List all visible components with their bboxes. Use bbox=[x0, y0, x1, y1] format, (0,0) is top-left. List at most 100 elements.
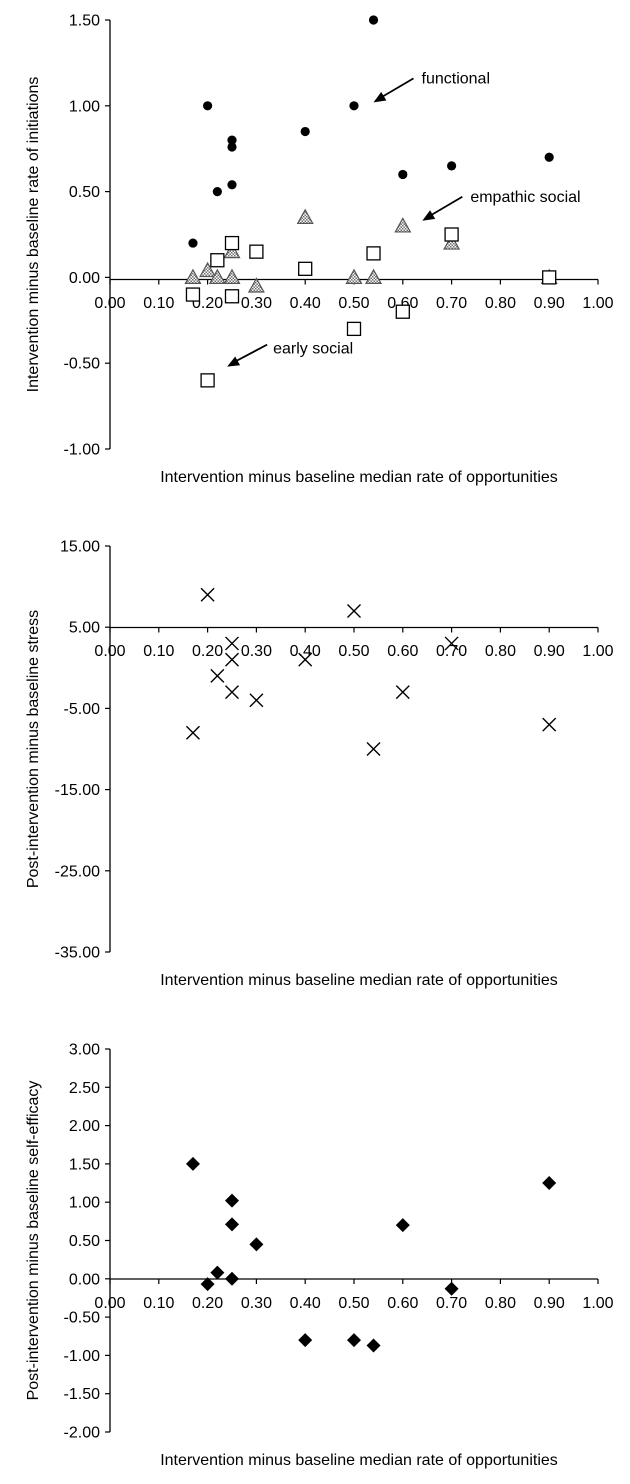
data-point-filled-diamond bbox=[225, 1193, 239, 1208]
data-point-filled-circle bbox=[227, 142, 237, 152]
data-point-hatched-triangle bbox=[208, 268, 226, 284]
x-tick-label: 1.00 bbox=[582, 1295, 613, 1312]
data-point-filled-circle bbox=[227, 135, 237, 145]
data-point-hatched-triangle bbox=[184, 268, 202, 284]
data-point-x bbox=[347, 603, 361, 618]
data-point-open-square bbox=[395, 304, 410, 319]
data-point-filled-diamond bbox=[185, 1156, 200, 1171]
data-point-filled-diamond bbox=[210, 1265, 225, 1280]
data-point-hatched-triangle bbox=[394, 217, 412, 233]
data-point-open-square bbox=[185, 287, 201, 302]
x-axis-title: Intervention minus baseline median rate … bbox=[160, 972, 558, 989]
x-tick-label: 0.80 bbox=[485, 1295, 516, 1312]
data-point-open-square bbox=[346, 321, 362, 337]
y-tick-label: 1.00 bbox=[69, 98, 100, 115]
data-point-hatched-triangle bbox=[199, 261, 217, 278]
x-tick-label: 0.80 bbox=[485, 295, 516, 312]
data-point-x bbox=[395, 685, 410, 700]
x-tick-label: 0.30 bbox=[241, 643, 272, 660]
x-tick-label: 0.70 bbox=[436, 1295, 467, 1312]
x-tick-label: 0.00 bbox=[94, 1295, 125, 1312]
x-tick-label: 0.70 bbox=[436, 643, 467, 660]
y-tick-label: 3.00 bbox=[69, 1042, 100, 1059]
data-point-filled-circle bbox=[447, 161, 457, 171]
data-point-filled-diamond bbox=[249, 1237, 264, 1252]
y-tick-label: -1.50 bbox=[64, 1386, 101, 1403]
x-tick-label: 0.60 bbox=[387, 643, 418, 660]
y-axis-title: Intervention minus baseline rate of init… bbox=[25, 77, 42, 393]
x-tick-label: 0.90 bbox=[534, 643, 565, 660]
y-tick-label: 0.50 bbox=[69, 1233, 100, 1250]
y-tick-label: -35.00 bbox=[55, 945, 100, 962]
data-point-x bbox=[225, 685, 239, 700]
chart-2: 15.00 5.00 -5.00 -15.00 -25.00 -35.00 0.00 0.10… bbox=[25, 539, 614, 990]
data-point-open-square bbox=[224, 235, 240, 251]
data-point-hatched-triangle bbox=[223, 268, 241, 284]
y-tick-label: 1.00 bbox=[69, 1195, 100, 1212]
y-tick-label: 0.50 bbox=[69, 184, 100, 201]
y-tick-label: -15.00 bbox=[55, 782, 100, 799]
data-point-filled-circle bbox=[544, 152, 554, 162]
annotation-arrow-shaft bbox=[232, 343, 268, 364]
y-tick-label: 0.00 bbox=[69, 1271, 100, 1288]
x-axis-title: Intervention minus baseline median rate … bbox=[160, 1452, 558, 1469]
data-point-filled-circle bbox=[188, 238, 198, 248]
data-point-x bbox=[444, 636, 459, 651]
data-point-open-square bbox=[210, 253, 225, 268]
data-point-filled-diamond bbox=[444, 1281, 459, 1296]
y-axis-title: Post-intervention minus baseline stress bbox=[25, 610, 42, 888]
data-point-x bbox=[225, 652, 239, 667]
x-tick-label: 0.90 bbox=[534, 1295, 565, 1312]
x-tick-label: 0.30 bbox=[241, 295, 272, 312]
series-3 bbox=[185, 227, 557, 388]
x-tick-label: 0.60 bbox=[387, 295, 418, 312]
x-tick-label: 0.50 bbox=[338, 643, 369, 660]
y-tick-label: 5.00 bbox=[69, 620, 100, 637]
data-point-hatched-triangle bbox=[345, 268, 363, 284]
data-point-filled-diamond bbox=[200, 1277, 215, 1292]
annotation-label: functional bbox=[422, 70, 491, 87]
x-tick-label: 0.00 bbox=[94, 295, 125, 312]
x-tick-label: 0.70 bbox=[436, 295, 467, 312]
y-tick-label: -5.00 bbox=[64, 701, 101, 718]
y-tick-label: -1.00 bbox=[64, 442, 101, 459]
x-tick-label: 0.30 bbox=[241, 1295, 272, 1312]
data-point-filled-diamond bbox=[347, 1333, 361, 1348]
y-axis-title: Post-intervention minus baseline self-ef… bbox=[25, 1081, 42, 1401]
y-tick-label: 2.00 bbox=[69, 1118, 100, 1135]
x-tick-label: 0.60 bbox=[387, 1295, 418, 1312]
annotation-arrow-shaft bbox=[379, 77, 414, 100]
x-tick-label: 0.40 bbox=[290, 1295, 321, 1312]
data-point-x bbox=[200, 587, 215, 602]
x-tick-label: 0.40 bbox=[290, 643, 321, 660]
data-point-filled-diamond bbox=[395, 1218, 410, 1233]
data-point-hatched-triangle bbox=[296, 208, 314, 224]
x-tick-label: 0.50 bbox=[338, 1295, 369, 1312]
x-tick-label: 0.10 bbox=[143, 643, 174, 660]
annotation-label: empathic social bbox=[470, 189, 580, 206]
series-1 bbox=[188, 15, 554, 248]
data-point-filled-circle bbox=[368, 15, 379, 25]
y-tick-label: 15.00 bbox=[60, 539, 100, 556]
y-tick-label: 1.50 bbox=[69, 13, 100, 30]
y-tick-label: -1.00 bbox=[64, 1348, 101, 1365]
y-tick-label: 0.00 bbox=[69, 270, 100, 287]
data-point-x bbox=[249, 693, 264, 708]
x-tick-label: 0.20 bbox=[192, 643, 223, 660]
data-point-open-square bbox=[298, 261, 313, 276]
data-point-filled-circle bbox=[203, 101, 213, 111]
data-point-hatched-triangle bbox=[247, 277, 265, 293]
series-1 bbox=[185, 587, 557, 756]
data-point-filled-diamond bbox=[542, 1176, 557, 1191]
data-point-hatched-triangle bbox=[223, 242, 241, 259]
data-point-filled-circle bbox=[227, 180, 237, 190]
y-tick-label: 1.50 bbox=[69, 1156, 100, 1173]
data-point-x bbox=[225, 636, 239, 651]
x-tick-label: 0.90 bbox=[534, 295, 565, 312]
data-point-x bbox=[298, 652, 313, 667]
data-point-filled-circle bbox=[349, 101, 359, 111]
x-tick-label: 0.10 bbox=[143, 295, 174, 312]
x-tick-label: 0.00 bbox=[94, 643, 125, 660]
y-tick-label: 2.50 bbox=[69, 1080, 100, 1097]
